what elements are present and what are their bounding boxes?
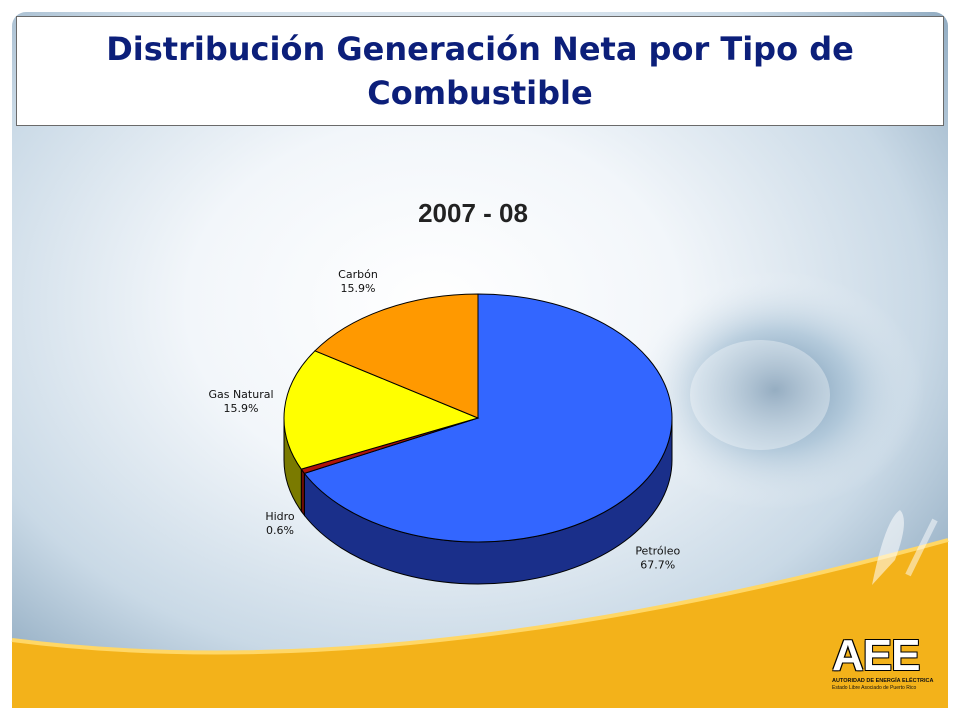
- slice-value-carbon: 15.9%: [341, 282, 376, 295]
- aee-logo: AEE AUTORIDAD DE ENERGÍA ELÉCTRICA Estad…: [832, 634, 936, 694]
- slice-label-gas-natural: Gas Natural: [208, 388, 273, 401]
- slice-value-gas-natural: 15.9%: [224, 402, 259, 415]
- logo-mark: AEE: [832, 631, 920, 680]
- slice-value-hidro: 0.6%: [266, 524, 294, 537]
- logo-line-2: Estado Libre Asociado de Puerto Rico: [832, 685, 917, 691]
- title-box: Distribución Generación Neta por Tipo de…: [16, 16, 944, 126]
- slice-label-carbon: Carbón: [338, 268, 378, 281]
- pie-slice-carbon: [314, 293, 479, 419]
- pie-slice-petroleo: [303, 293, 673, 543]
- chart-title: 2007 - 08: [418, 198, 528, 228]
- pie-slice-gas-natural: [283, 350, 480, 470]
- slice-value-petroleo: 67.7%: [640, 558, 675, 571]
- logo-line-1: AUTORIDAD DE ENERGÍA ELÉCTRICA: [832, 678, 934, 684]
- slice-label-hidro: Hidro: [265, 510, 295, 523]
- slide-title: Distribución Generación Neta por Tipo de…: [106, 30, 854, 112]
- slice-label-petroleo: Petróleo: [635, 544, 680, 557]
